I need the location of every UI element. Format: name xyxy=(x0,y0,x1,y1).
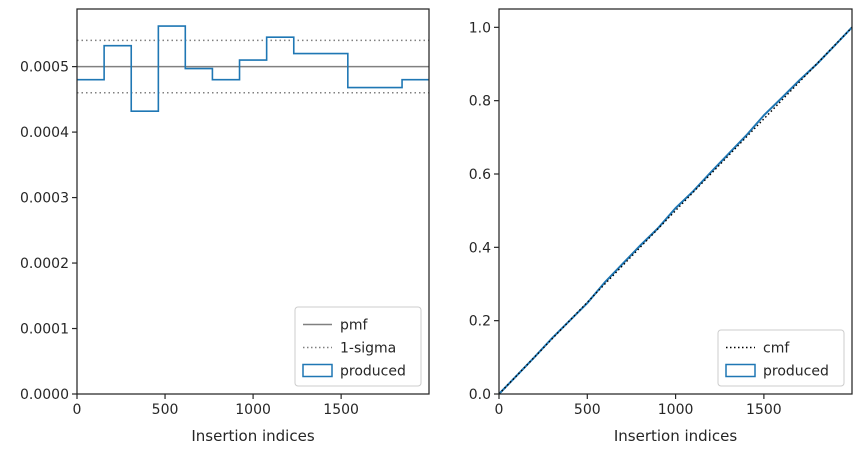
panel0-ytick-label: 0.0001 xyxy=(20,322,69,338)
panel0-ytick-label: 0.0004 xyxy=(20,125,69,141)
panel1-xlabel: Insertion indices xyxy=(614,427,737,445)
panel1-ytick-label: 0.6 xyxy=(469,167,491,183)
panel1-legend-label-cmf: cmf xyxy=(763,341,790,357)
cmf-line xyxy=(498,26,853,395)
panel1-legend-box xyxy=(717,329,845,387)
panel1-ytick-label: 0.0 xyxy=(469,387,491,403)
produced-histogram xyxy=(77,25,429,112)
cmf-panel: 0 500 1000 1500 0.0 0.2 0.4 0.6 0.8 1.0 Insertion … xyxy=(469,8,853,445)
panel0-ytick-label: 0.0003 xyxy=(20,191,69,207)
pmf-histogram-panel: 0 500 1000 1500 0.0000 0.0001 0.0002 0.0003 0.00… xyxy=(20,8,430,445)
panel1-ytick-label: 1.0 xyxy=(469,20,491,36)
panel0-ytick-label: 0.0005 xyxy=(20,60,69,76)
panel0-xtick-label: 1000 xyxy=(235,402,271,418)
panel1-ytick-label: 0.2 xyxy=(469,314,491,330)
panel1-xtick-label: 1000 xyxy=(658,402,694,418)
panel0-legend-box xyxy=(294,306,422,387)
panel1-xtick-label: 500 xyxy=(574,402,601,418)
panel0-xtick-label: 1500 xyxy=(323,402,359,418)
panel0-xtick-label: 0 xyxy=(73,402,82,418)
panel1-legend-handle-produced xyxy=(725,363,756,378)
panel1-ytick-label: 0.4 xyxy=(469,240,491,256)
panel1-xtick-label: 1500 xyxy=(746,402,782,418)
panel0-xtick-label: 500 xyxy=(152,402,179,418)
panel0-legend-label-pmf: pmf xyxy=(340,318,369,334)
panel1-ytick-label: 0.8 xyxy=(469,94,491,110)
panel0-legend-handle-produced xyxy=(302,363,333,378)
panel0-ytick-label: 0.0002 xyxy=(20,256,69,272)
panel0-ytick-label: 0.0000 xyxy=(20,387,69,403)
panel0-xlabel: Insertion indices xyxy=(191,427,314,445)
panel1-legend-label-produced: produced xyxy=(763,364,829,380)
panel0-legend-label-1-sigma: 1-sigma xyxy=(340,341,396,357)
panel0-legend-label-produced: produced xyxy=(340,364,406,380)
panel1-xtick-label: 0 xyxy=(495,402,504,418)
